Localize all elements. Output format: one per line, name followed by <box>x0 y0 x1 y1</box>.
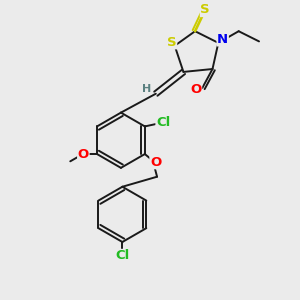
Text: S: S <box>200 4 210 16</box>
Text: Cl: Cl <box>115 249 130 262</box>
Text: O: O <box>78 148 89 160</box>
Text: O: O <box>150 156 161 169</box>
Text: O: O <box>190 83 202 96</box>
Text: N: N <box>217 33 228 46</box>
Text: H: H <box>142 84 151 94</box>
Text: S: S <box>167 36 177 49</box>
Text: Cl: Cl <box>156 116 170 129</box>
